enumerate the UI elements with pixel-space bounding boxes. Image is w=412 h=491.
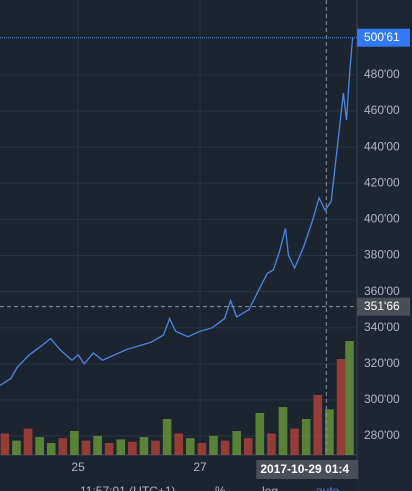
volume-bar: [81, 440, 91, 455]
y-tick-label: 300'00: [364, 392, 400, 406]
y-tick-label: 340'00: [364, 320, 400, 334]
price-axis: [357, 0, 412, 491]
volume-bar: [128, 441, 137, 455]
y-tick-label: 320'00: [364, 356, 400, 370]
y-tick-label: 380'00: [364, 248, 400, 262]
volume-bar: [313, 395, 323, 455]
y-tick-label: 280'00: [364, 428, 400, 442]
volume-bar: [186, 438, 195, 455]
x-tick-label: 27: [193, 460, 207, 474]
volume-bar: [139, 437, 149, 455]
toolbar-item[interactable]: auto: [316, 484, 340, 491]
volume-bar: [278, 407, 288, 455]
volume-bar: [197, 443, 207, 455]
volume-bar: [116, 439, 126, 455]
y-tick-label: 360'00: [364, 284, 400, 298]
volume-bar: [35, 437, 44, 455]
volume-bar: [255, 413, 265, 455]
volume-bar: [12, 440, 21, 455]
volume-bar: [162, 419, 172, 455]
volume-bar: [301, 419, 311, 455]
volume-bar: [104, 443, 114, 455]
y-tick-label: 400'00: [364, 212, 400, 226]
volume-bar: [336, 359, 346, 455]
crosshair-price-box: [357, 297, 410, 316]
volume-bar: [93, 435, 102, 455]
y-tick-label: 440'00: [364, 139, 400, 153]
volume-bar: [220, 440, 230, 455]
toolbar-item[interactable]: %: [215, 484, 226, 491]
volume-bar: [243, 438, 253, 455]
crosshair-price-label: 351'66: [364, 299, 400, 313]
volume-bar: [23, 428, 33, 455]
toolbar-item[interactable]: log: [262, 484, 278, 491]
last-price-box: [357, 28, 410, 47]
volume-bar: [0, 433, 10, 455]
volume-bar: [58, 438, 68, 455]
price-line: [0, 37, 354, 387]
y-tick-label: 480'00: [364, 67, 400, 81]
volume-bar: [325, 409, 334, 455]
volume-bar: [267, 433, 276, 455]
y-tick-label: 460'00: [364, 103, 400, 117]
crosshair-time-label: 2017-10-29 01:4: [260, 462, 349, 476]
volume-bar: [209, 435, 218, 455]
last-price-label: 500'61: [364, 30, 400, 44]
volume-bar: [70, 431, 79, 455]
volume-bar: [151, 440, 160, 455]
toolbar-item[interactable]: 11:57:01 (UTC+1): [80, 484, 176, 491]
volume-bar: [290, 428, 299, 455]
volume-bar: [232, 431, 241, 455]
volume-bar: [345, 341, 354, 455]
volume-bar: [174, 433, 184, 455]
volume-bar: [46, 443, 56, 455]
x-tick-label: 25: [71, 460, 85, 474]
crosshair-time-box: [256, 460, 359, 479]
y-tick-label: 420'00: [364, 175, 400, 189]
